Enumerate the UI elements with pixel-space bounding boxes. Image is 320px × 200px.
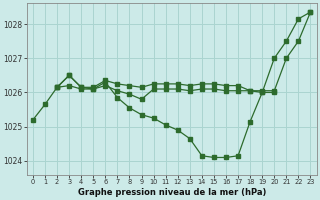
X-axis label: Graphe pression niveau de la mer (hPa): Graphe pression niveau de la mer (hPa) [77, 188, 266, 197]
